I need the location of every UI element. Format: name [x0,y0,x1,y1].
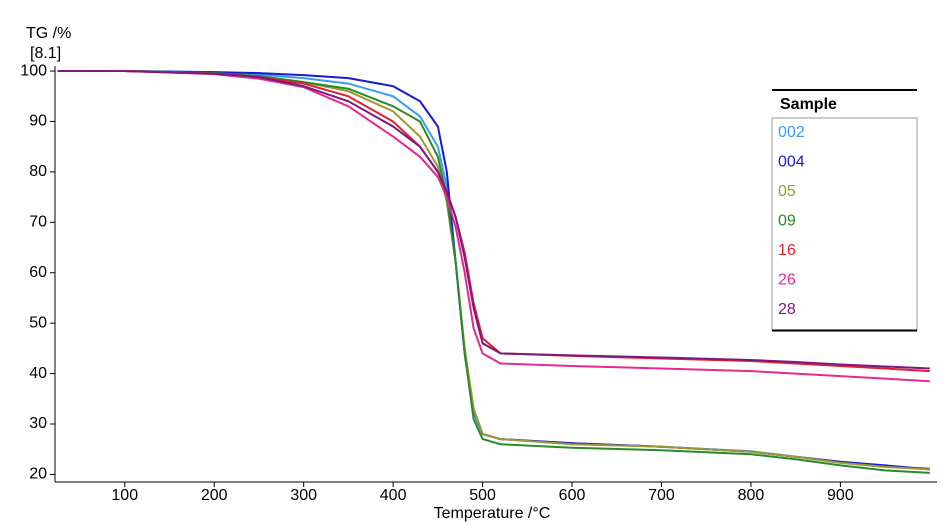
legend-box [771,117,918,331]
y-tick-label: 80 [29,163,47,180]
y-tick-label: 20 [29,466,47,483]
legend-entry: 26 [778,272,796,289]
x-tick-label: 900 [827,487,854,504]
legend-title: Sample [780,96,837,113]
series-line [57,70,930,474]
legend-entry: 16 [778,242,796,259]
legend-entry: 05 [778,183,796,200]
y-tick-label: 90 [29,113,47,130]
legend-entry: 004 [778,154,805,171]
x-tick-label: 300 [290,487,317,504]
legend-entry: 09 [778,213,796,230]
x-tick-label: 700 [648,487,675,504]
x-tick-label: 400 [380,487,407,504]
x-axis-label: Temperature /°C [434,505,551,522]
y-axis-label-sub: [8.1] [30,45,61,62]
y-tick-label: 30 [29,415,47,432]
series-line [57,70,930,370]
series-line [57,70,930,383]
x-tick-label: 500 [469,487,496,504]
x-tick-label: 100 [111,487,138,504]
legend-entry: 28 [778,301,796,318]
y-axis-label: TG /% [26,25,71,42]
x-tick-label: 600 [559,487,586,504]
y-tick-label: 60 [29,264,47,281]
y-tick-label: 40 [29,365,47,382]
y-tick-label: 100 [20,62,47,79]
y-tick-label: 70 [29,214,47,231]
x-tick-label: 200 [201,487,228,504]
x-tick-label: 800 [738,487,765,504]
y-tick-label: 50 [29,314,47,331]
legend-entry: 002 [778,124,805,141]
